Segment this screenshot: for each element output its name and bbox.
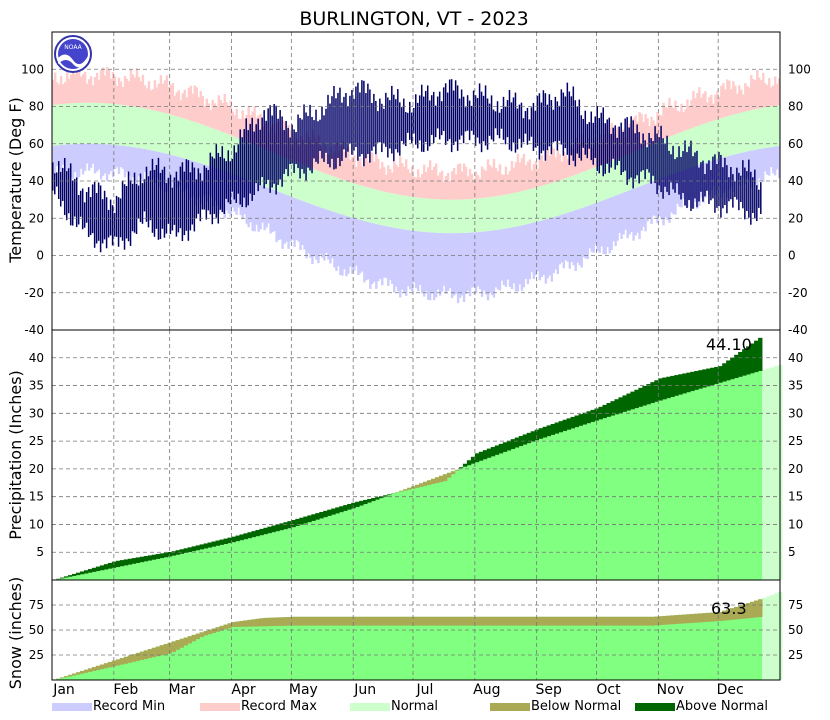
precipitation-total-label: 44.10: [706, 335, 752, 354]
month-label-oct: Oct: [596, 682, 621, 698]
noaa-logo: NOAA: [54, 35, 92, 73]
legend-item-record-min: Record Min: [52, 699, 165, 714]
legend-label: Normal: [391, 699, 438, 714]
y-tick-label: -40: [788, 323, 808, 337]
temperature-panel: -40 -40 -20 -20 0 0 20 20 40 40 60 60 80 80 100 100: [21, 31, 811, 337]
legend-label: Below Normal: [531, 699, 621, 714]
y-tick-label: 15: [788, 490, 803, 504]
y-tick-label: 50: [788, 623, 803, 637]
y-tick-label: 0: [788, 249, 796, 263]
snow-axis-label: Snow (inches): [6, 577, 25, 689]
month-label-jun: Jun: [353, 682, 376, 698]
y-tick-label: 60: [29, 137, 44, 151]
observed-temperature-bars: [52, 79, 762, 253]
y-tick-label: 100: [788, 62, 811, 76]
legend-item-below-normal: Below Normal: [490, 699, 621, 714]
y-tick-label: 75: [788, 598, 803, 612]
y-tick-label: 80: [788, 100, 803, 114]
legend-label: Record Min: [93, 699, 165, 714]
precipitation-panel: 5 5 10 10 15 15 20 20 25 25 30 30 35 35 40 40: [29, 329, 803, 581]
month-label-feb: Feb: [113, 682, 138, 698]
month-label-jul: Jul: [416, 682, 434, 698]
y-tick-label: 80: [29, 100, 44, 114]
y-tick-label: 20: [788, 462, 803, 476]
y-tick-label: 30: [29, 406, 44, 420]
y-tick-label: 50: [29, 623, 44, 637]
y-tick-label: 75: [29, 598, 44, 612]
legend-swatch: [350, 703, 390, 711]
legend-swatch: [635, 703, 675, 711]
y-tick-label: 5: [36, 545, 44, 559]
y-tick-label: -20: [788, 286, 808, 300]
legend-swatch: [52, 703, 92, 711]
y-tick-label: -20: [24, 286, 44, 300]
legend-item-record-max: Record Max: [200, 699, 317, 714]
snow-below-normal: [55, 599, 763, 680]
y-tick-label: 25: [788, 648, 803, 662]
y-tick-label: 25: [29, 434, 44, 448]
y-tick-label: 100: [21, 62, 44, 76]
y-tick-label: 25: [788, 434, 803, 448]
month-label-apr: Apr: [231, 682, 255, 698]
y-tick-label: 20: [29, 211, 44, 225]
legend-label: Record Max: [241, 699, 317, 714]
y-tick-label: 25: [29, 648, 44, 662]
month-axis: Jan Feb Mar Apr May Jun Jul Aug Sep Oct Nov Dec: [52, 682, 744, 698]
precipitation-axis-label: Precipitation (Inches): [6, 370, 25, 540]
y-tick-label: 40: [29, 351, 44, 365]
y-tick-label: 35: [788, 379, 803, 393]
svg-text:NOAA: NOAA: [64, 44, 82, 51]
y-tick-label: -40: [24, 323, 44, 337]
snow-panel: 25 25 50 50 75 75: [29, 579, 803, 681]
month-label-may: May: [289, 682, 318, 698]
y-tick-label: 10: [29, 517, 44, 531]
snow-total-label: 63.3: [711, 599, 747, 618]
y-tick-label: 40: [29, 174, 44, 188]
y-tick-label: 20: [788, 211, 803, 225]
legend-item-normal: Normal: [350, 699, 438, 714]
y-tick-label: 35: [29, 379, 44, 393]
precip-normal-area: [55, 365, 783, 580]
legend-item-above-normal: Above Normal: [635, 699, 768, 714]
y-tick-label: 60: [788, 137, 803, 151]
y-tick-label: 15: [29, 490, 44, 504]
y-tick-label: 0: [36, 249, 44, 263]
month-label-sep: Sep: [535, 682, 562, 698]
month-label-nov: Nov: [657, 682, 684, 698]
legend-label: Above Normal: [676, 699, 768, 714]
temperature-axis-label: Temperature (Deg F): [6, 97, 25, 264]
y-tick-label: 10: [788, 517, 803, 531]
chart-title: BURLINGTON, VT - 2023: [299, 8, 528, 30]
month-label-aug: Aug: [473, 682, 500, 698]
legend-swatch: [200, 703, 240, 711]
y-tick-label: 5: [788, 545, 796, 559]
y-tick-label: 20: [29, 462, 44, 476]
month-label-dec: Dec: [717, 682, 744, 698]
y-tick-label: 40: [788, 351, 803, 365]
y-tick-label: 40: [788, 174, 803, 188]
precip-below-normal: [395, 469, 460, 493]
month-label-jan: Jan: [52, 682, 75, 698]
legend-swatch: [490, 703, 530, 711]
legend: Record Min Record Max Normal Below Normal Ab…: [52, 699, 768, 714]
month-label-mar: Mar: [168, 682, 195, 698]
y-tick-label: 30: [788, 406, 803, 420]
